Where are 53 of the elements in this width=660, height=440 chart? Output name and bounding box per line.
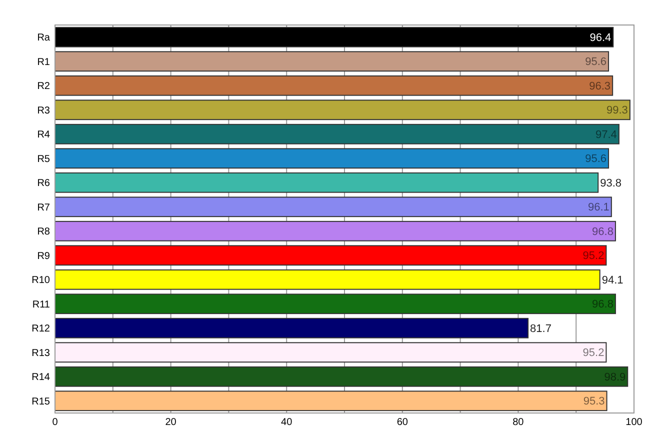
y-tick-label: R4 [37,130,50,141]
data-label: 96.8 [592,298,614,311]
y-tick-label: R15 [32,396,50,408]
y-tick-label: R5 [37,154,50,165]
data-label: 96.3 [589,80,611,92]
y-tick-label: R14 [32,372,50,384]
bar [54,342,607,363]
data-label: 95.6 [585,153,607,166]
data-label: 81.7 [530,322,552,335]
x-tick-label: 100 [626,417,643,428]
bar [54,390,608,412]
bar [54,148,610,169]
data-label: 95.2 [582,250,604,262]
y-tick-label: R6 [37,178,50,190]
data-label: 94.1 [602,274,624,286]
bar [54,245,607,266]
y-tick-label: R11 [32,299,50,310]
bar [54,196,612,218]
bar [54,51,610,72]
data-label: 95.3 [583,396,605,408]
data-label: 97.4 [596,128,617,141]
x-tick-label: 0 [52,417,58,428]
bar [54,172,599,193]
y-tick-label: Ra [37,32,50,44]
y-tick-label: R3 [37,105,50,116]
data-label: 99.3 [606,104,628,117]
bar [54,124,620,144]
y-tick-label: R7 [37,202,50,214]
y-tick-label: R13 [32,348,50,359]
x-tick-label: 60 [396,417,408,428]
x-tick-label: 20 [165,417,177,428]
bar [54,75,614,96]
bar [54,366,628,387]
bar [54,26,614,48]
bar [54,294,616,314]
data-label: 96.1 [588,202,610,214]
data-label: 93.8 [600,177,622,190]
y-tick-label: R1 [37,56,50,68]
data-label: 95.6 [585,56,607,68]
y-tick-label: R2 [37,81,50,92]
data-label: 95.2 [582,347,604,360]
x-tick-label: 80 [512,417,524,428]
x-tick-label: 40 [281,417,293,428]
data-label: 96.4 [590,32,612,44]
bar [54,269,600,290]
bar [54,100,630,120]
y-tick-label: R9 [37,250,50,262]
y-tick-label: R10 [32,275,50,286]
bar [54,220,616,242]
y-tick-label: R8 [37,226,50,238]
data-label: 96.8 [592,226,614,238]
bar [54,318,529,338]
y-tick-label: R12 [32,324,50,335]
